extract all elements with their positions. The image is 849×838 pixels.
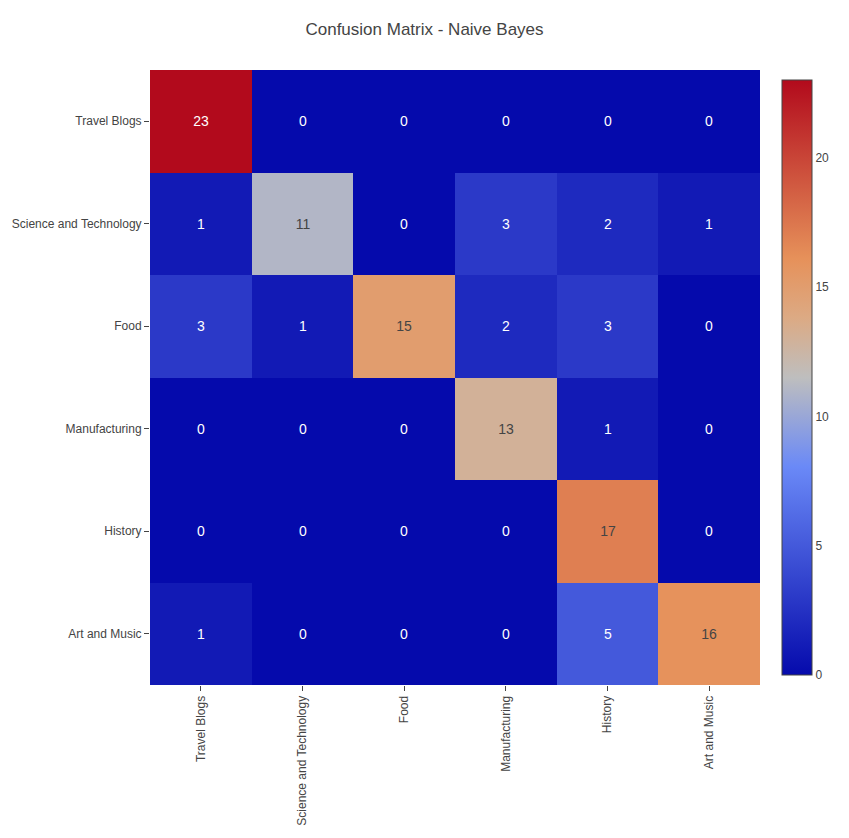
svg-text:Manufacturing: Manufacturing (66, 422, 142, 436)
svg-text:0: 0 (400, 523, 408, 539)
svg-text:1: 1 (705, 216, 713, 232)
svg-text:Art and Music: Art and Music (68, 627, 141, 641)
svg-text:0: 0 (299, 113, 307, 129)
svg-text:0: 0 (400, 216, 408, 232)
svg-text:1: 1 (604, 421, 612, 437)
svg-text:23: 23 (193, 113, 209, 129)
svg-text:Food: Food (114, 319, 141, 333)
svg-text:3: 3 (604, 318, 612, 334)
svg-text:0: 0 (815, 668, 822, 682)
svg-text:20: 20 (815, 151, 829, 165)
svg-text:0: 0 (197, 421, 205, 437)
svg-text:16: 16 (701, 626, 717, 642)
svg-text:Art and Music: Art and Music (702, 696, 716, 769)
svg-text:0: 0 (299, 523, 307, 539)
svg-text:1: 1 (197, 626, 205, 642)
svg-text:0: 0 (705, 421, 713, 437)
svg-text:0: 0 (299, 421, 307, 437)
svg-text:0: 0 (705, 523, 713, 539)
svg-text:13: 13 (498, 421, 514, 437)
svg-text:15: 15 (396, 318, 412, 334)
svg-text:0: 0 (705, 318, 713, 334)
svg-text:Travel Blogs: Travel Blogs (194, 696, 208, 762)
svg-text:0: 0 (197, 523, 205, 539)
svg-text:0: 0 (400, 113, 408, 129)
svg-text:1: 1 (197, 216, 205, 232)
svg-text:5: 5 (604, 626, 612, 642)
svg-text:0: 0 (502, 523, 510, 539)
svg-text:3: 3 (502, 216, 510, 232)
svg-text:0: 0 (400, 626, 408, 642)
svg-text:5: 5 (815, 539, 822, 553)
svg-text:2: 2 (604, 216, 612, 232)
svg-text:3: 3 (197, 318, 205, 334)
svg-text:0: 0 (705, 113, 713, 129)
svg-text:1: 1 (299, 318, 307, 334)
svg-text:15: 15 (815, 280, 829, 294)
svg-text:2: 2 (502, 318, 510, 334)
svg-text:Travel Blogs: Travel Blogs (75, 114, 141, 128)
svg-text:Science and Technology: Science and Technology (295, 696, 309, 826)
svg-text:Food: Food (397, 696, 411, 723)
svg-text:10: 10 (815, 410, 829, 424)
svg-text:Confusion Matrix - Naive Bayes: Confusion Matrix - Naive Bayes (305, 20, 543, 39)
svg-text:0: 0 (604, 113, 612, 129)
svg-text:0: 0 (299, 626, 307, 642)
svg-text:11: 11 (296, 216, 311, 232)
svg-text:Science and Technology: Science and Technology (12, 217, 142, 231)
svg-text:0: 0 (400, 421, 408, 437)
svg-text:History: History (104, 524, 141, 538)
svg-text:17: 17 (600, 523, 616, 539)
svg-text:Manufacturing: Manufacturing (499, 696, 513, 772)
svg-text:History: History (600, 696, 614, 733)
svg-text:0: 0 (502, 626, 510, 642)
svg-text:0: 0 (502, 113, 510, 129)
